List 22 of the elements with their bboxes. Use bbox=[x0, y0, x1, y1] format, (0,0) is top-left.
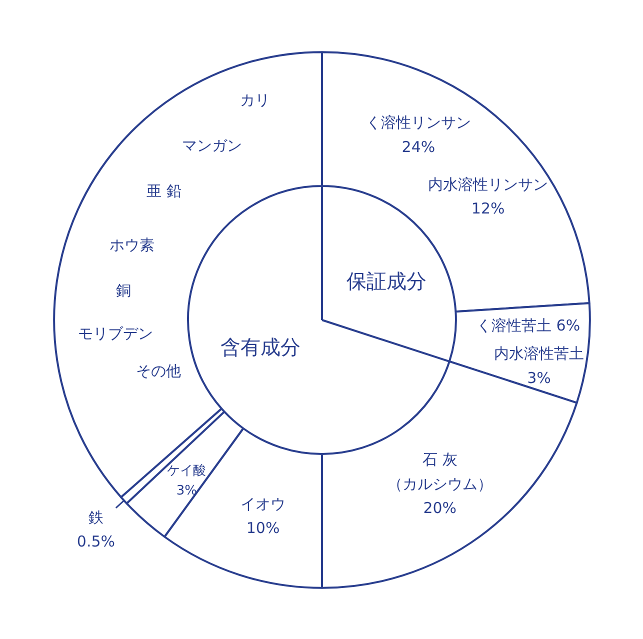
data-label: 24% bbox=[402, 138, 436, 156]
text: マンガン bbox=[182, 136, 242, 154]
text: 内水溶性苦土 3% bbox=[494, 344, 584, 387]
text: 含有成分 bbox=[220, 334, 300, 359]
text: カリ bbox=[240, 90, 270, 109]
slice-label: 鉄 bbox=[88, 508, 104, 526]
slice-label: イオウ bbox=[240, 494, 286, 513]
data-label: 20% bbox=[423, 499, 457, 518]
text: 銅 bbox=[116, 281, 132, 300]
slice-label: 石 灰（カルシウム） bbox=[387, 450, 492, 493]
slice-label: ケイ酸 bbox=[167, 463, 206, 478]
text: ホウ素 bbox=[109, 236, 154, 254]
slice-label: く溶性リンサン bbox=[366, 114, 471, 132]
text: その他 bbox=[136, 362, 182, 380]
text: モリブデン bbox=[78, 324, 154, 342]
data-label: 10% bbox=[246, 519, 280, 538]
text: 内水溶性リンサン 12% bbox=[428, 175, 548, 218]
text: 亜 鉛 bbox=[146, 182, 182, 200]
data-label: 3% bbox=[176, 484, 198, 499]
data-label: 0.5% bbox=[76, 532, 116, 551]
slice-label: く溶性苦土 6% bbox=[476, 316, 580, 334]
text: 保証成分 bbox=[346, 269, 426, 294]
